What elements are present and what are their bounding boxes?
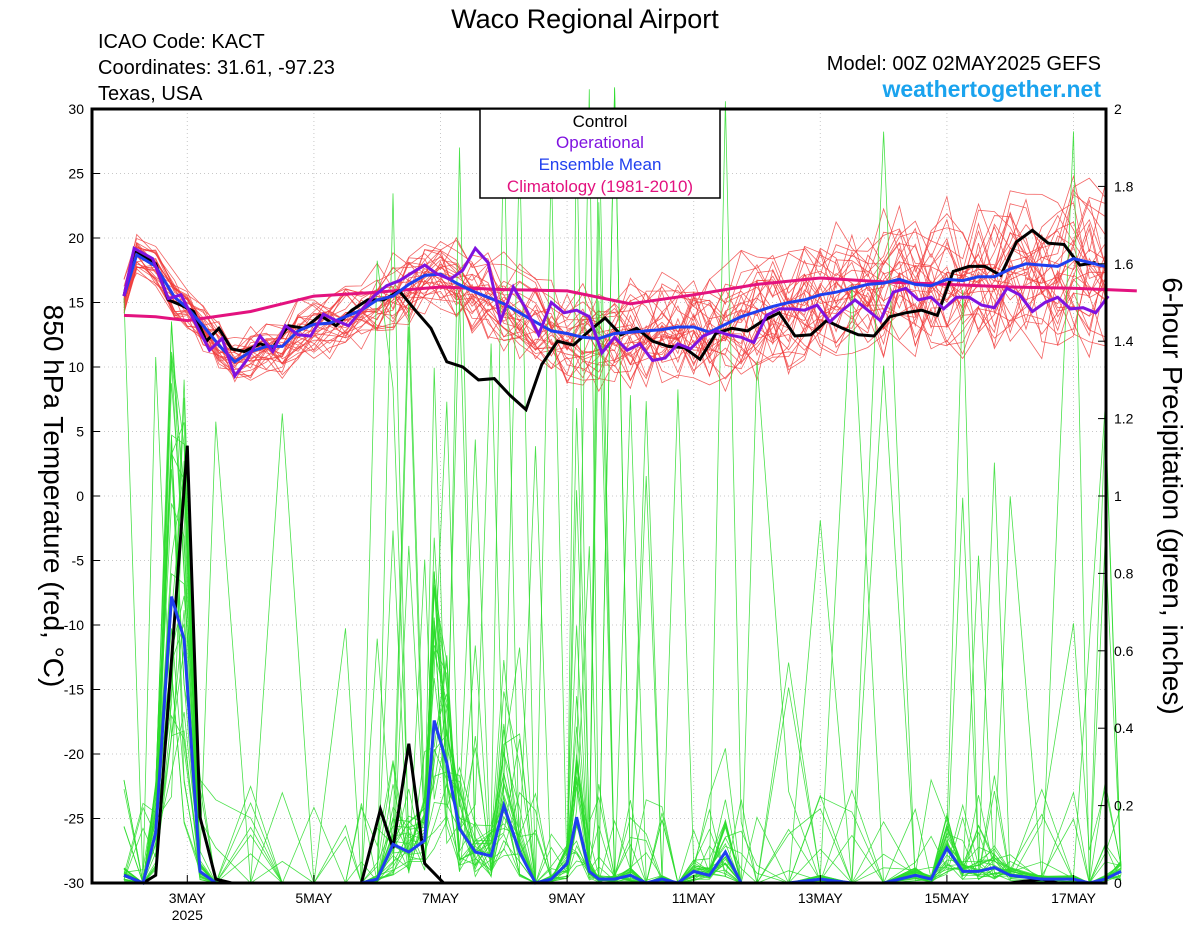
x-tick-label: 9MAY	[549, 890, 587, 906]
temperature-member-line	[123, 194, 1106, 352]
temperature-member-line	[123, 261, 1106, 390]
left-axis-ticks: 30 25 20 15 10 5 0 -5 -10 -15 -20 -25 -30	[64, 101, 100, 891]
left-tick-label: 20	[68, 230, 84, 246]
temperature-member-line	[123, 253, 1106, 383]
left-tick-label: -30	[64, 875, 84, 891]
ensemble-mean-temperature-line	[122, 252, 1106, 364]
x-tick-label: 5MAY	[295, 890, 333, 906]
right-tick-label: 1	[1114, 488, 1122, 504]
x-tick-label: 15MAY	[924, 890, 970, 906]
left-tick-label: 10	[68, 359, 84, 375]
legend: Control Operational Ensemble Mean Climat…	[479, 108, 721, 199]
gridlines	[92, 109, 1106, 883]
x-tick-label: 11MAY	[672, 890, 716, 906]
right-tick-label: 1.2	[1114, 411, 1134, 427]
right-tick-label: 0.4	[1114, 720, 1134, 736]
left-tick-label: -15	[64, 682, 84, 698]
region: Texas, USA	[98, 83, 203, 105]
coordinates: Coordinates: 31.61, -97.23	[98, 57, 335, 79]
left-tick-label: 0	[76, 488, 84, 504]
left-tick-label: 5	[76, 424, 84, 440]
right-tick-label: 0.2	[1114, 798, 1134, 814]
right-tick-label: 0	[1114, 875, 1122, 891]
x-tick-label: 17MAY	[1051, 890, 1097, 906]
temperature-member-line	[123, 174, 1106, 363]
left-tick-label: -25	[64, 811, 84, 827]
left-tick-label: 15	[68, 295, 84, 311]
icao-code: ICAO Code: KACT	[98, 31, 265, 53]
right-tick-label: 1.6	[1114, 256, 1134, 272]
x-tick-sublabel: 2025	[172, 907, 203, 923]
temperature-member-line	[123, 202, 1106, 356]
site-name: weathertogether.net	[881, 76, 1101, 102]
legend-control: Control	[573, 112, 628, 131]
legend-climatology: Climatology (1981-2010)	[507, 177, 693, 196]
right-axis-label: 6-hour Precipitation (green, inches)	[1157, 277, 1188, 714]
right-tick-label: 0.8	[1114, 565, 1134, 581]
chart-title: Waco Regional Airport	[451, 4, 719, 34]
left-axis-label: 850 hPa Temperature (red, °C)	[38, 305, 69, 688]
right-tick-label: 1.8	[1114, 178, 1134, 194]
right-tick-label: 1.4	[1114, 333, 1134, 349]
right-tick-label: 0.6	[1114, 643, 1134, 659]
temperature-member-line	[123, 253, 1106, 378]
x-tick-label: 13MAY	[798, 890, 844, 906]
right-axis-ticks: 2 1.8 1.6 1.4 1.2 1 0.8 0.6 0.4 0.2 0	[1098, 101, 1134, 891]
legend-box	[479, 108, 721, 199]
legend-ensemble-mean: Ensemble Mean	[539, 155, 662, 174]
legend-operational: Operational	[556, 133, 644, 152]
model-run: Model: 00Z 02MAY2025 GEFS	[827, 53, 1101, 75]
left-tick-label: -20	[64, 746, 84, 762]
x-tick-label: 3MAY	[169, 890, 207, 906]
left-tick-label: -10	[64, 617, 84, 633]
left-tick-label: 30	[68, 101, 84, 117]
left-tick-label: 25	[68, 166, 84, 182]
climatology-temperature-line	[123, 276, 1137, 323]
left-tick-label: -5	[72, 553, 85, 569]
operational-temperature-line	[122, 245, 1110, 380]
temperature-member-line	[123, 243, 1106, 365]
right-tick-label: 2	[1114, 101, 1122, 117]
x-tick-label: 7MAY	[422, 890, 460, 906]
